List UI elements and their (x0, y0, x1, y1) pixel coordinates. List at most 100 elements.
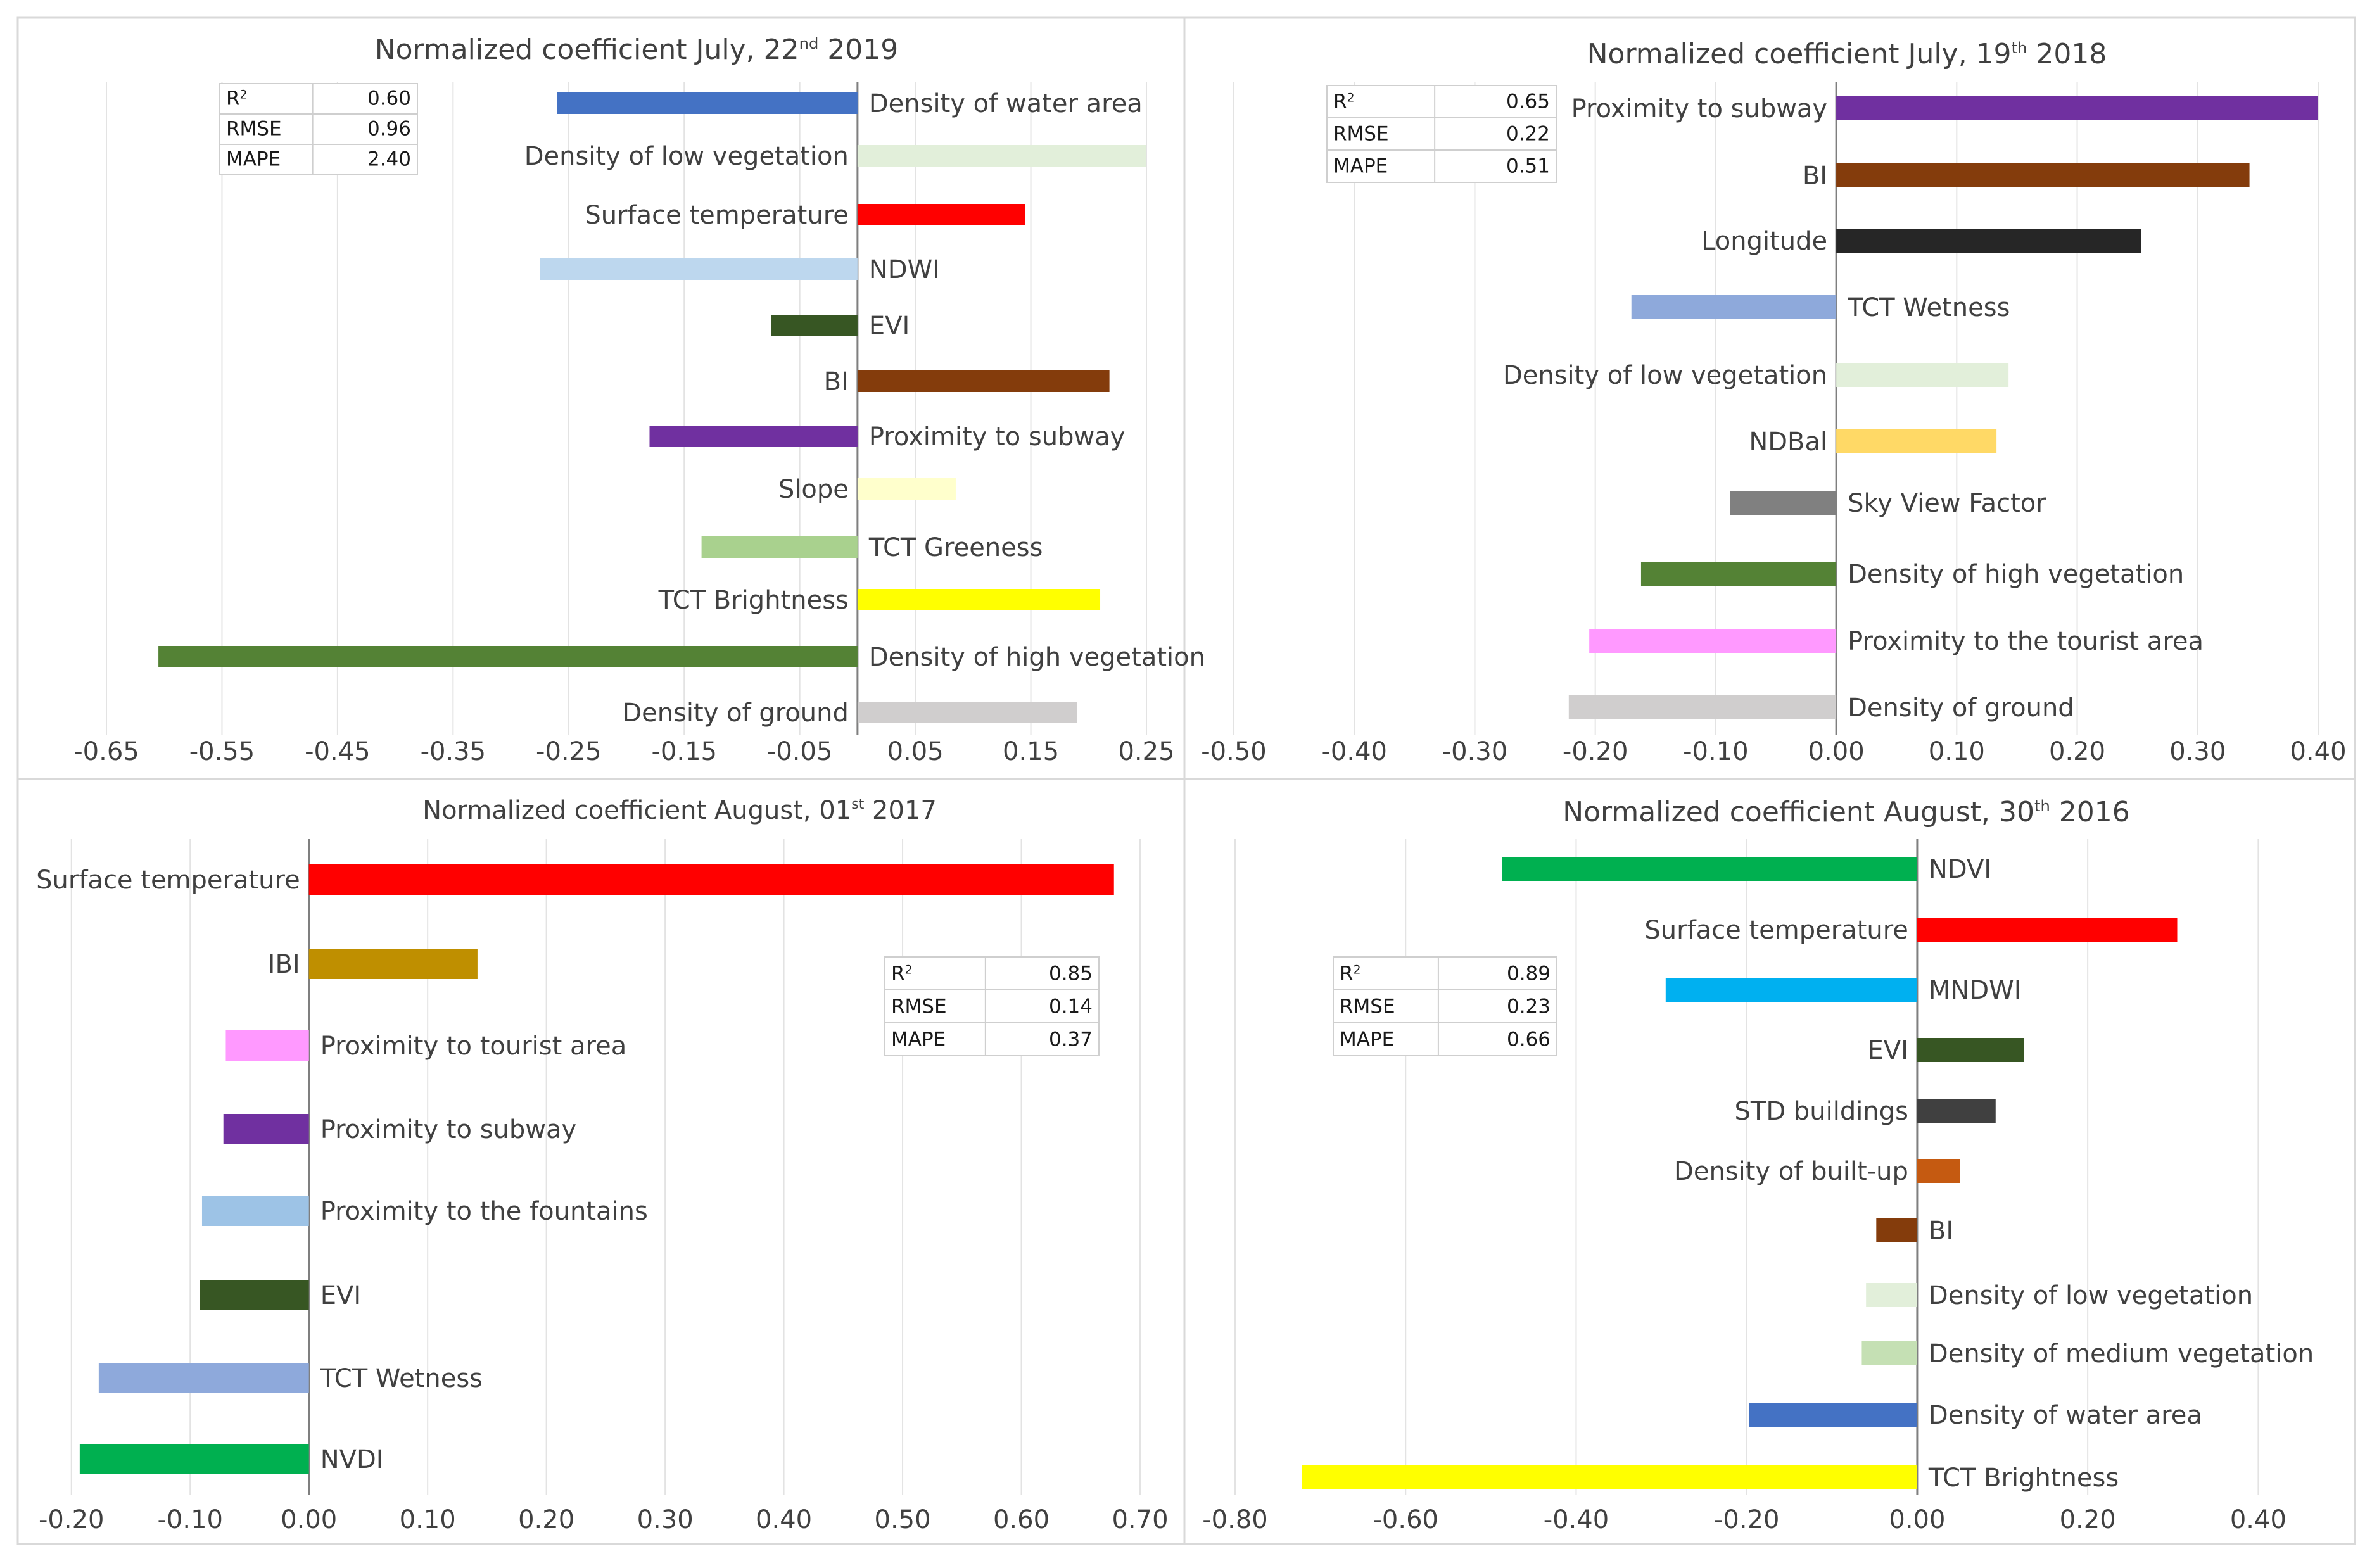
category-label: Longitude (1701, 227, 1827, 256)
tick-label: 0.00 (281, 1505, 337, 1534)
bar-slope (857, 478, 956, 500)
category-label: TCT Wetness (320, 1364, 483, 1393)
category-label: Density of medium vegetation (1929, 1339, 2314, 1369)
bar-tct-wetness (1631, 295, 1837, 319)
category-label: Density of high vegetation (869, 643, 1205, 672)
bar-surface-temperature (857, 204, 1025, 225)
bar-density-of-high-vegetation (158, 646, 858, 667)
tick-label: 0.25 (1118, 737, 1174, 766)
bar-density-of-low-vegetation (1866, 1283, 1917, 1307)
category-label: Density of low vegetation (1929, 1281, 2253, 1310)
category-label: Proximity to tourist area (320, 1032, 627, 1061)
tick-label: 0.15 (1003, 737, 1059, 766)
category-label: STD buildings (1735, 1097, 1908, 1126)
tick-label: 0.40 (2230, 1505, 2286, 1534)
bar-surface-temperature (1917, 918, 2178, 942)
stat-value: 2.40 (367, 148, 411, 171)
bar-proximity-to-tourist-area (225, 1030, 309, 1061)
stats-table-frame (219, 83, 418, 175)
category-label: EVI (1867, 1036, 1908, 1065)
bar-bi (857, 370, 1110, 392)
tick-label: 0.20 (2049, 737, 2105, 766)
bar-density-of-built-up (1917, 1159, 1960, 1183)
category-label: BI (1929, 1217, 1953, 1246)
category-label: BI (824, 367, 849, 396)
stats-table-frame (1333, 956, 1557, 1056)
tick-label: -0.35 (421, 737, 486, 766)
stat-label: RMSE (891, 995, 947, 1018)
tick-label: -0.80 (1202, 1505, 1268, 1534)
bar-ndvi (1502, 857, 1917, 881)
stat-label: RMSE (1333, 123, 1389, 146)
chart-panel-1: Normalized coefficient July, 22nd 2019 -0… (73, 34, 1205, 766)
tick-label: 0.50 (875, 1505, 931, 1534)
bar-bi (1836, 163, 2250, 187)
category-label: Density of water area (1929, 1401, 2202, 1430)
stat-label: MAPE (226, 148, 281, 171)
tick-label: 0.20 (518, 1505, 574, 1534)
tick-label: 0.10 (400, 1505, 456, 1534)
stat-label: RMSE (1340, 995, 1395, 1018)
chart-panel-3: Normalized coefficient August, 01st 2017… (36, 796, 1168, 1534)
stat-label: R2 (1333, 91, 1355, 113)
tick-label: 0.30 (2169, 737, 2226, 766)
stats-table: R2 0.89 RMSE 0.23 MAPE 0.66 (1333, 956, 1557, 1056)
tick-label: -0.40 (1321, 737, 1387, 766)
bar-density-of-medium-vegetation (1861, 1341, 1917, 1365)
stat-value: 0.60 (367, 87, 411, 110)
tick-label: 0.70 (1112, 1505, 1168, 1534)
bar-density-of-water-area (557, 92, 858, 114)
category-label: Proximity to subway (320, 1115, 577, 1144)
category-label: Slope (778, 475, 849, 504)
category-label: Density of built-up (1674, 1157, 1908, 1186)
stat-value: 0.85 (1049, 962, 1093, 985)
category-label: Density of low vegetation (524, 142, 849, 171)
bar-surface-temperature (308, 864, 1114, 895)
bar-bi (1876, 1218, 1917, 1242)
stat-label: MAPE (891, 1028, 946, 1051)
stat-value: 0.89 (1507, 962, 1551, 985)
stat-label: RMSE (226, 118, 282, 141)
stat-value: 0.37 (1049, 1028, 1093, 1051)
category-label: TCT Wetness (1847, 293, 2010, 322)
bar-sky-view-factor (1730, 491, 1837, 515)
category-label: Surface temperature (585, 201, 849, 230)
stat-label: MAPE (1340, 1028, 1394, 1051)
category-label: NDVI (1929, 855, 1991, 884)
bar-evi (200, 1280, 309, 1310)
tick-label: -0.40 (1544, 1505, 1609, 1534)
stats-table: R2 0.65 RMSE 0.22 MAPE 0.51 (1326, 85, 1557, 183)
category-label: Density of high vegetation (1848, 560, 2184, 589)
category-label: NDWI (869, 255, 940, 284)
figure-border (16, 16, 2356, 1545)
category-label: Proximity to the tourist area (1848, 627, 2204, 656)
stat-value: 0.66 (1507, 1028, 1551, 1051)
bar-std-buildings (1917, 1099, 1996, 1123)
tick-label: 0.30 (637, 1505, 694, 1534)
chart-title: Normalized coefficient July, 19th 2018 (1587, 38, 2107, 70)
chart-title: Normalized coefficient August, 01st 2017 (422, 796, 937, 825)
tick-label: -0.10 (157, 1505, 223, 1534)
stat-value: 0.14 (1049, 995, 1093, 1018)
bar-tct-wetness (98, 1363, 309, 1393)
tick-label: 0.00 (1808, 737, 1865, 766)
tick-label: 0.05 (887, 737, 944, 766)
category-label: Proximity to the fountains (320, 1197, 648, 1226)
tick-label: -0.65 (73, 737, 139, 766)
stat-value: 0.65 (1506, 91, 1550, 113)
bar-density-of-low-vegetation (1836, 363, 2009, 387)
tick-label: -0.50 (1201, 737, 1267, 766)
tick-label: 0.40 (756, 1505, 812, 1534)
bar-evi (771, 315, 858, 336)
tick-label: -0.30 (1442, 737, 1508, 766)
bar-proximity-to-the-tourist-area (1589, 629, 1837, 653)
stats-table-frame (1326, 85, 1557, 183)
stats-table: R2 0.60 RMSE 0.96 MAPE 2.40 (219, 83, 418, 175)
category-label: TCT Brightness (1928, 1464, 2119, 1493)
category-label: Surface temperature (1644, 916, 1908, 945)
stat-value: 0.96 (367, 118, 411, 141)
bar-proximity-to-subway (223, 1114, 309, 1144)
category-label: NDBal (1749, 427, 1827, 457)
bar-longitude (1836, 229, 2141, 253)
